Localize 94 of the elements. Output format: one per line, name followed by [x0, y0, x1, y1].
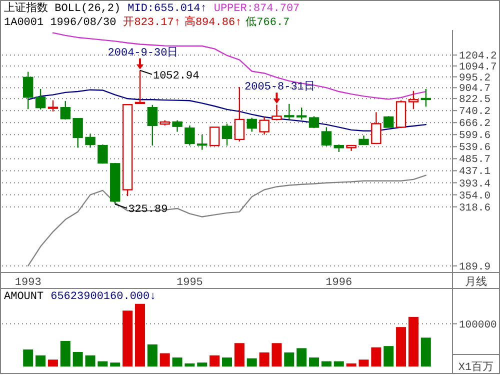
bar: [408, 316, 418, 366]
text: 开823.17↑: [123, 16, 180, 29]
candlestick: [35, 88, 46, 110]
bar: [147, 344, 158, 366]
candlestick: [420, 88, 431, 108]
bar: [321, 361, 332, 366]
candlestick: [85, 133, 96, 148]
text: MID:655.014↑: [128, 3, 207, 15]
candlestick: [60, 100, 70, 120]
annotation: 1052.94: [152, 70, 200, 82]
bar: [334, 361, 344, 366]
annotation: 2004-9-30日: [108, 46, 178, 60]
y-axis-title: X1百万: [458, 361, 494, 374]
bar: [85, 355, 96, 366]
x-tick-label: 1995: [176, 277, 203, 289]
bar: [72, 352, 83, 366]
x-axis-title: 月线: [465, 275, 487, 289]
y-tick-label: 318.6: [459, 202, 491, 214]
y-tick-label: 1094.7: [459, 61, 497, 74]
bar: [134, 304, 145, 366]
bar: [309, 357, 320, 366]
chart-title: AMOUNT: [4, 291, 44, 303]
candlestick: [48, 100, 58, 112]
x-tick-label: 1996: [326, 277, 352, 289]
candlestick: [147, 104, 158, 146]
annotation: 65623900160.000↓: [50, 291, 156, 303]
annotation: 325.89: [128, 204, 168, 216]
bar: [23, 349, 34, 366]
candlestick: [259, 116, 270, 136]
bar: [36, 355, 46, 366]
candlestick: [272, 104, 282, 121]
candlestick: [296, 107, 307, 120]
y-tick-label: 995.2: [459, 72, 491, 84]
candlestick: [172, 120, 182, 132]
bar: [396, 327, 406, 366]
text: 高894.86↑: [184, 15, 242, 29]
y-tick-label: 437.1: [459, 166, 491, 178]
chart-subtitle: 1A0001 1996/08/30: [4, 17, 116, 29]
y-tick-label: 354.0: [459, 190, 491, 202]
candlestick: [197, 134, 208, 150]
bar: [259, 352, 270, 366]
line-series: [52, 32, 426, 100]
bar: [98, 361, 108, 366]
bar: [160, 353, 170, 366]
bar: [420, 338, 431, 366]
y-tick-label: 189.9: [459, 261, 491, 274]
bar: [272, 343, 282, 366]
bar: [234, 343, 244, 366]
bar: [222, 357, 232, 366]
candlestick: [134, 70, 146, 105]
x-tick-label: 1993: [14, 277, 42, 289]
candlestick: [246, 117, 257, 132]
candlestick: [284, 103, 294, 120]
bar: [172, 357, 182, 366]
y-tick-label: 822.5: [459, 94, 491, 106]
bar: [48, 360, 58, 366]
candlestick: [72, 118, 83, 148]
candlestick: [384, 116, 394, 128]
y-tick-label: 539.6: [459, 142, 491, 154]
bar: [346, 363, 356, 366]
y-tick-label: 485.7: [459, 154, 491, 166]
bar: [284, 352, 294, 366]
candlestick: [222, 123, 232, 146]
candlestick: [408, 90, 419, 110]
candlestick: [23, 71, 34, 110]
bar: [184, 363, 195, 366]
y-tick-label: 393.4: [459, 178, 491, 190]
annotation: 2005-8-31日: [244, 80, 315, 94]
y-tick-label: 904.7: [459, 83, 491, 96]
candlestick: [98, 144, 108, 164]
candlestick: [209, 126, 220, 147]
bar: [122, 310, 133, 366]
bar: [296, 348, 307, 366]
text: 低766.7: [246, 16, 290, 29]
candlestick: [234, 86, 245, 142]
bar: [60, 341, 70, 366]
y-tick-label: 100000: [459, 319, 497, 332]
y-tick-label: 666.2: [459, 118, 491, 130]
y-tick-label: 1204.2: [459, 50, 497, 63]
chart-title: 上证指数 BOLL(26,2): [4, 1, 121, 15]
bar: [246, 358, 257, 366]
y-tick-label: 599.6: [459, 130, 491, 142]
bar: [384, 346, 394, 366]
y-tick-label: 740.2: [459, 106, 491, 118]
candlestick: [371, 112, 382, 145]
bar: [197, 362, 208, 366]
bar: [371, 347, 382, 366]
candlestick: [184, 124, 195, 146]
bar: [110, 362, 120, 366]
text: UPPER:874.707: [214, 3, 300, 15]
bar: [358, 360, 369, 366]
candlestick: [321, 126, 332, 147]
bar: [210, 355, 220, 366]
candlestick: [358, 134, 369, 146]
